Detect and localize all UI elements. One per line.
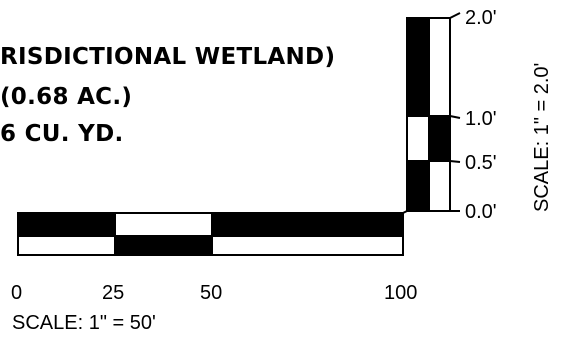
h-scale-bottom-white-0-25	[18, 236, 115, 255]
vertical-bar-scale: 2.0' 1.0' 0.5' 0.0' SCALE: 1" = 2.0'	[406, 7, 553, 223]
h-scale-outline	[17, 212, 404, 256]
v-scale-right-white-1-2	[429, 18, 450, 116]
h-scale-bottom-white-50-100	[212, 236, 403, 255]
v-scale-left-black-1-2	[407, 18, 429, 116]
h-scale-caption: SCALE: 1" = 50'	[12, 312, 156, 334]
v-scale-leader-1	[449, 115, 461, 119]
v-scale-tick-0: 0.0'	[465, 201, 497, 223]
h-scale-top-black-0-25	[18, 213, 115, 236]
v-scale-left-white-05-1	[407, 116, 429, 161]
v-scale-tick-05: 0.5'	[465, 152, 497, 174]
h-scale-tick-0: 0	[11, 282, 22, 304]
v-scale-leader-05	[449, 160, 461, 163]
h-scale-tick-50: 50	[200, 282, 222, 304]
note-line-2: (0.68 AC.)	[0, 84, 132, 110]
note-line-1: RISDICTIONAL WETLAND)	[0, 44, 335, 70]
v-scale-left-black-0-05	[407, 161, 429, 211]
h-scale-bottom-black-25-50	[115, 236, 212, 255]
v-scale-tick-1: 1.0'	[465, 108, 497, 130]
v-scale-right-black-05-1	[429, 116, 450, 161]
horizontal-bar-scale: 0 25 50 100 SCALE: 1" = 50'	[11, 212, 417, 334]
v-scale-leader-2	[449, 12, 461, 19]
h-scale-tick-25: 25	[102, 282, 124, 304]
h-scale-tick-100: 100	[384, 282, 417, 304]
h-scale-top-white-25-50	[115, 213, 212, 236]
v-scale-tick-2: 2.0'	[465, 7, 497, 29]
v-scale-right-white-0-05	[429, 161, 450, 211]
note-line-3: 6 CU. YD.	[0, 121, 124, 147]
scale-connector	[402, 210, 408, 214]
v-scale-caption: SCALE: 1" = 2.0'	[531, 63, 553, 212]
h-scale-top-black-50-100	[212, 213, 403, 236]
